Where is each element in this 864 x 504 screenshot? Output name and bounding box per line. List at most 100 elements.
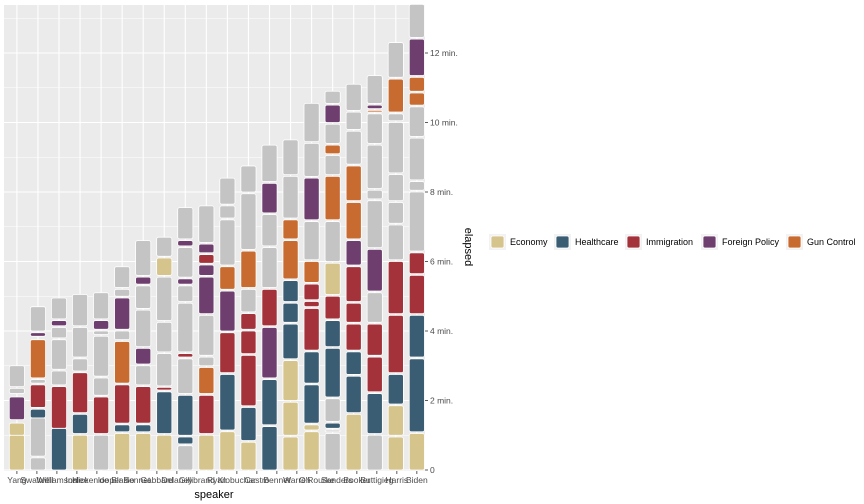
bar-segment-economy — [303, 424, 320, 431]
bar-segment-other — [261, 247, 278, 288]
bar-segment-healthcare — [240, 407, 257, 441]
bar-segment-healthcare — [324, 347, 341, 398]
bar-segment-healthcare — [345, 351, 362, 375]
x-tick-label: Harris — [386, 475, 409, 485]
legend-label: Economy — [510, 237, 548, 247]
bar-segment-economy — [198, 434, 215, 471]
bar-segment-other — [408, 106, 425, 137]
bar-segment-economy — [8, 422, 25, 436]
bar-segment-other — [387, 113, 404, 122]
y-tick-label: 8 min. — [430, 187, 453, 197]
x-tick-label: Klobuchar — [218, 475, 256, 485]
bar-segment-foreign-policy — [366, 104, 383, 109]
x-tick-label: Bennet — [123, 475, 151, 485]
bar-segment-immigration — [387, 261, 404, 315]
bar-segment-other — [29, 417, 46, 457]
bar-segment-other — [324, 155, 341, 176]
bar-segment-economy — [345, 413, 362, 471]
bar-segment-other — [72, 327, 89, 358]
bar-segment-economy — [156, 257, 173, 276]
bar-segment-gun-control — [29, 339, 46, 379]
bar-segment-other — [366, 200, 383, 248]
bar-segment-other — [366, 292, 383, 323]
y-tick-label: 6 min. — [430, 257, 453, 267]
bar-segment-economy — [387, 405, 404, 436]
bar-segment-immigration — [156, 386, 173, 391]
bar-segment-immigration — [345, 266, 362, 302]
bar-segment-other — [51, 327, 68, 339]
bar-segment-other — [387, 224, 404, 261]
bar-segment-gun-control — [387, 78, 404, 113]
bar-segment-economy — [303, 431, 320, 471]
bar-segment-immigration — [345, 323, 362, 351]
bar-segment-gun-control — [324, 144, 341, 155]
bar-segment-gun-control — [324, 175, 341, 221]
bar-segment-other — [93, 377, 110, 396]
bar-segment-gun-control — [282, 219, 299, 240]
bar-segment-economy — [135, 433, 152, 471]
bar-segment-other — [72, 358, 89, 372]
panel-background — [4, 5, 425, 471]
bar-segment-other — [387, 122, 404, 174]
bar-segment-healthcare — [345, 375, 362, 414]
bar-segment-other — [324, 221, 341, 262]
x-tick-label: Williamson — [36, 475, 77, 485]
bar-segment-gun-control — [408, 76, 425, 92]
bar-segment-immigration — [303, 283, 320, 301]
bar-segment-foreign-policy — [219, 290, 236, 332]
x-tick-label: Warren — [283, 475, 311, 485]
bar-segment-other — [240, 193, 257, 250]
bar-segment-other — [93, 434, 110, 471]
bar-segment-other — [198, 356, 215, 367]
bar-segment-healthcare — [177, 394, 194, 436]
bar-segment-other — [303, 221, 320, 261]
bar-segment-immigration — [324, 295, 341, 320]
bar-segment-other — [93, 335, 110, 377]
x-tick-label: Bennet — [263, 475, 291, 485]
bar-segment-other — [366, 144, 383, 189]
bar-segment-immigration — [240, 330, 257, 354]
bar-segment-other — [219, 205, 236, 219]
bars — [8, 3, 425, 471]
bar-segment-other — [114, 330, 131, 341]
x-tick-label: Buttigieg — [360, 475, 393, 485]
bar-segment-other — [135, 309, 152, 348]
bar-segment-immigration — [303, 301, 320, 308]
y-tick-label: 2 min. — [430, 396, 453, 406]
legend-swatch-healthcare — [555, 235, 570, 249]
bar-segment-foreign-policy — [135, 276, 152, 285]
bar-segment-economy — [8, 434, 25, 471]
bar-segment-other — [261, 144, 278, 182]
bar-segment-other — [219, 177, 236, 205]
legend-label: Healthcare — [575, 237, 619, 247]
bar-segment-other — [387, 202, 404, 224]
bar-segment-economy — [219, 431, 236, 471]
bar-segment-other — [324, 433, 341, 471]
bar-segment-foreign-policy — [366, 248, 383, 292]
bar-segment-economy — [156, 434, 173, 471]
bar-segment-immigration — [114, 384, 131, 424]
bar-segment-other — [261, 214, 278, 247]
bar-segment-other — [135, 240, 152, 276]
bar-segment-economy — [282, 360, 299, 401]
x-tick-label: Yang — [7, 475, 26, 485]
y-axis-title: elapsed — [462, 228, 474, 267]
bar-segment-other — [240, 165, 257, 193]
legend-swatch-immigration — [626, 235, 641, 249]
bar-segment-other — [8, 365, 25, 388]
bar-segment-immigration — [408, 274, 425, 315]
bar-segment-economy — [324, 262, 341, 295]
bar-segment-foreign-policy — [198, 243, 215, 254]
legend-label: Gun Control — [807, 237, 856, 247]
bar-segment-healthcare — [135, 424, 152, 433]
bar-segment-immigration — [240, 354, 257, 407]
bar-segment-other — [219, 219, 236, 266]
bar-segment-foreign-policy — [51, 320, 68, 327]
bar-segment-other — [156, 276, 173, 321]
legend: Economy Healthcare Immigration Foreign Poli… — [489, 234, 856, 250]
bar-segment-healthcare — [303, 384, 320, 424]
x-tick-label: Biden — [406, 475, 428, 485]
bar-segment-other — [156, 236, 173, 257]
bar-segment-foreign-policy — [303, 177, 320, 221]
bar-segment-healthcare — [219, 374, 236, 431]
